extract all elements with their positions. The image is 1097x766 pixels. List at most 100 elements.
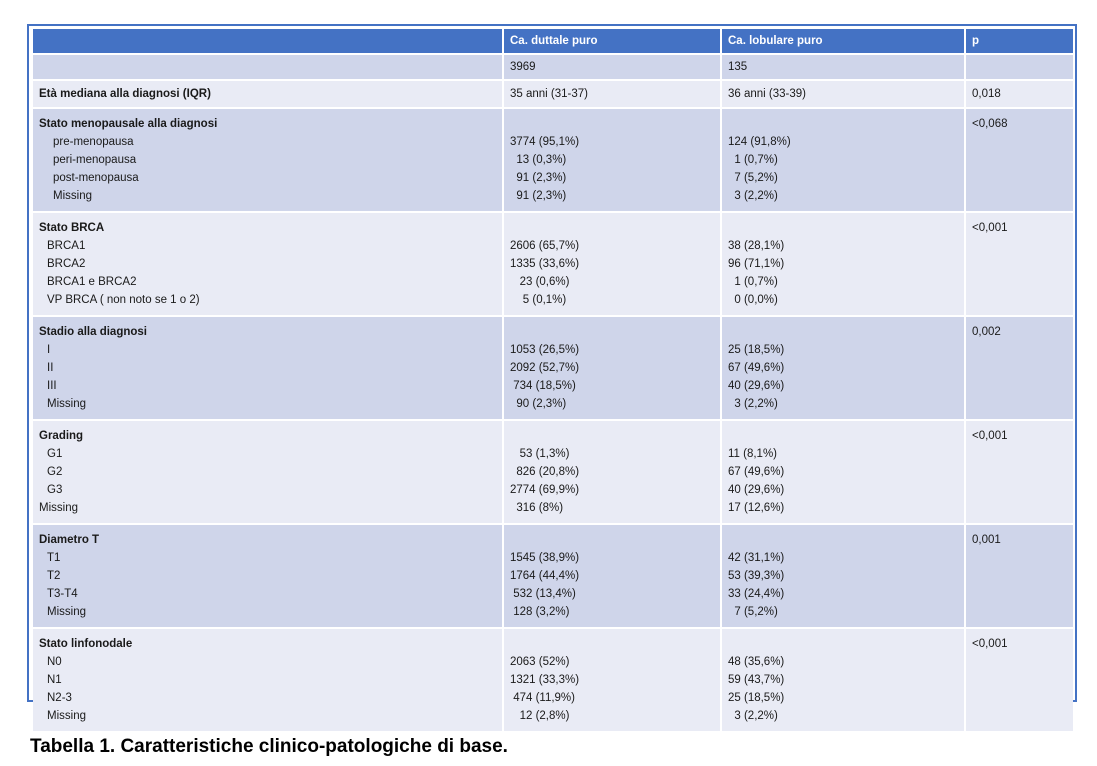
ductal-value: 316 (8%) <box>510 502 564 514</box>
header-cell-variable <box>33 29 504 55</box>
lobular-value: 40 (29,6%) <box>728 484 785 496</box>
age-ductal: 35 anni (31-37) <box>503 80 722 109</box>
row-label: III <box>47 380 57 392</box>
count-p <box>965 54 1073 81</box>
row-label: T3-T4 <box>47 588 78 600</box>
value-block: 53 (1,3%) 826 (20,8%) 2774 (69,9%) 316 (8… <box>510 427 714 517</box>
ductal-value: 474 (11,9%) <box>510 692 575 704</box>
ductal-value: 2774 (69,9%) <box>510 484 580 496</box>
p-value-cell: <0,001 <box>965 628 1073 733</box>
lobular-value: 67 (49,6%) <box>728 466 785 478</box>
row-label: peri-menopausa <box>53 154 137 166</box>
lobular-value: 7 (5,2%) <box>728 172 778 184</box>
row-label: Missing <box>39 502 78 514</box>
age-label: Età mediana alla diagnosi (IQR) <box>33 80 504 109</box>
table-row: Stadio alla diagnosi I II III Missing 1053 (2… <box>33 316 1073 421</box>
ductal-value: 90 (2,3%) <box>510 398 567 410</box>
header-cell-lobular: Ca. lobulare puro <box>721 29 966 55</box>
ductal-value: 13 (0,3%) <box>510 154 567 166</box>
count-lobular: 135 <box>721 54 966 81</box>
value-block: 2606 (65,7%) 1335 (33,6%) 23 (0,6%) 5 (0,… <box>510 219 714 309</box>
row-label: BRCA1 <box>47 240 86 252</box>
row-label: VP BRCA ( non noto se 1 o 2) <box>47 294 200 306</box>
row-label: pre-menopausa <box>53 136 134 148</box>
ductal-value: 12 (2,8%) <box>510 710 570 722</box>
group-label-cell: Stadio alla diagnosi I II III Missing <box>33 316 504 421</box>
ductal-value: 91 (2,3%) <box>510 190 567 202</box>
lobular-value: 25 (18,5%) <box>728 344 785 356</box>
p-value-cell: <0,001 <box>965 420 1073 525</box>
value-block: 1545 (38,9%) 1764 (44,4%) 532 (13,4%) 128… <box>510 531 714 621</box>
table-row: Stato menopausale alla diagnosi pre-menop… <box>33 108 1073 213</box>
group-label-cell: Stato menopausale alla diagnosi pre-menop… <box>33 108 504 213</box>
group-label-cell: Diametro T T1 T2 T3-T4 Missing <box>33 524 504 629</box>
value-block: 48 (35,6%) 59 (43,7%) 25 (18,5%) 3 (2,2%) <box>728 635 958 725</box>
row-label: N0 <box>47 656 62 668</box>
row-label: II <box>47 362 54 374</box>
lobular-values-cell: 42 (31,1%) 53 (39,3%) 33 (24,4%) 7 (5,2%) <box>721 524 966 629</box>
lobular-value: 0 (0,0%) <box>728 294 778 306</box>
lobular-value: 3 (2,2%) <box>728 710 778 722</box>
value-block: 3774 (95,1%) 13 (0,3%) 91 (2,3%) 91 (2,3… <box>510 115 714 205</box>
group-title: Stato BRCA <box>39 222 105 234</box>
row-label: Missing <box>47 710 86 722</box>
p-value-cell: <0,068 <box>965 108 1073 213</box>
table-row: Stato BRCA BRCA1 BRCA2 BRCA1 e BRCA2 VP BRCA… <box>33 212 1073 317</box>
row-label: Missing <box>53 190 92 202</box>
lobular-value: 25 (18,5%) <box>728 692 785 704</box>
ductal-values-cell: 1545 (38,9%) 1764 (44,4%) 532 (13,4%) 128… <box>503 524 722 629</box>
ductal-value: 5 (0,1%) <box>510 294 567 306</box>
age-lobular: 36 anni (33-39) <box>721 80 966 109</box>
lobular-values-cell: 48 (35,6%) 59 (43,7%) 25 (18,5%) 3 (2,2%) <box>721 628 966 733</box>
value-block: 2063 (52%) 1321 (33,3%) 474 (11,9%) 12 (2… <box>510 635 714 725</box>
ductal-value: 1335 (33,6%) <box>510 258 580 270</box>
group-label-cell: Stato linfonodale N0 N1 N2-3 Missing <box>33 628 504 733</box>
value-block: 42 (31,1%) 53 (39,3%) 33 (24,4%) 7 (5,2%) <box>728 531 958 621</box>
lobular-value: 59 (43,7%) <box>728 674 785 686</box>
row-label: BRCA2 <box>47 258 86 270</box>
ductal-values-cell: 2606 (65,7%) 1335 (33,6%) 23 (0,6%) 5 (0,… <box>503 212 722 317</box>
p-value: <0,001 <box>972 638 1008 650</box>
lobular-value: 96 (71,1%) <box>728 258 785 270</box>
p-value: <0,068 <box>972 118 1008 130</box>
lobular-value: 33 (24,4%) <box>728 588 785 600</box>
row-label: G2 <box>47 466 63 478</box>
ductal-values-cell: 1053 (26,5%) 2092 (52,7%) 734 (18,5%) 90 … <box>503 316 722 421</box>
ductal-value: 2092 (52,7%) <box>510 362 580 374</box>
value-block: 25 (18,5%) 67 (49,6%) 40 (29,6%) 3 (2,2%) <box>728 323 958 413</box>
row-label: G3 <box>47 484 63 496</box>
lobular-values-cell: 25 (18,5%) 67 (49,6%) 40 (29,6%) 3 (2,2%) <box>721 316 966 421</box>
group-title: Stadio alla diagnosi <box>39 326 147 338</box>
ductal-value: 53 (1,3%) <box>510 448 570 460</box>
lobular-value: 48 (35,6%) <box>728 656 785 668</box>
group-label-cell: Stato BRCA BRCA1 BRCA2 BRCA1 e BRCA2 VP BRCA… <box>33 212 504 317</box>
p-value: <0,001 <box>972 430 1008 442</box>
ductal-value: 734 (18,5%) <box>510 380 576 392</box>
p-value-cell: <0,001 <box>965 212 1073 317</box>
lobular-value: 17 (12,6%) <box>728 502 785 514</box>
lobular-value: 53 (39,3%) <box>728 570 785 582</box>
table-frame: Ca. duttale puro Ca. lobulare puro p 396… <box>27 24 1077 733</box>
table-row: Diametro T T1 T2 T3-T4 Missing 1545 (38,9%) 17… <box>33 524 1073 629</box>
lobular-value: 3 (2,2%) <box>728 398 778 410</box>
lobular-values-cell: 38 (28,1%) 96 (71,1%) 1 (0,7%) 0 (0,0%) <box>721 212 966 317</box>
group-title: Stato menopausale alla diagnosi <box>39 118 218 130</box>
table-caption: Tabella 1. Caratteristiche clinico-patol… <box>30 736 508 757</box>
lobular-value: 1 (0,7%) <box>728 154 778 166</box>
ductal-values-cell: 3774 (95,1%) 13 (0,3%) 91 (2,3%) 91 (2,3… <box>503 108 722 213</box>
value-block: 38 (28,1%) 96 (71,1%) 1 (0,7%) 0 (0,0%) <box>728 219 958 309</box>
lobular-value: 42 (31,1%) <box>728 552 785 564</box>
ductal-value: 1764 (44,4%) <box>510 570 580 582</box>
ductal-value: 23 (0,6%) <box>510 276 570 288</box>
ductal-value: 3774 (95,1%) <box>510 136 580 148</box>
p-value: 0,001 <box>972 534 1001 546</box>
p-value-cell: 0,002 <box>965 316 1073 421</box>
lobular-value: 1 (0,7%) <box>728 276 778 288</box>
ductal-value: 826 (20,8%) <box>510 466 580 478</box>
count-row: 3969 135 <box>33 54 1073 81</box>
header-cell-ductal: Ca. duttale puro <box>503 29 722 55</box>
ductal-value: 2063 (52%) <box>510 656 570 668</box>
table-row: Stato linfonodale N0 N1 N2-3 Missing 2063 (52… <box>33 628 1073 733</box>
lobular-value: 7 (5,2%) <box>728 606 778 618</box>
ductal-value: 128 (3,2%) <box>510 606 570 618</box>
